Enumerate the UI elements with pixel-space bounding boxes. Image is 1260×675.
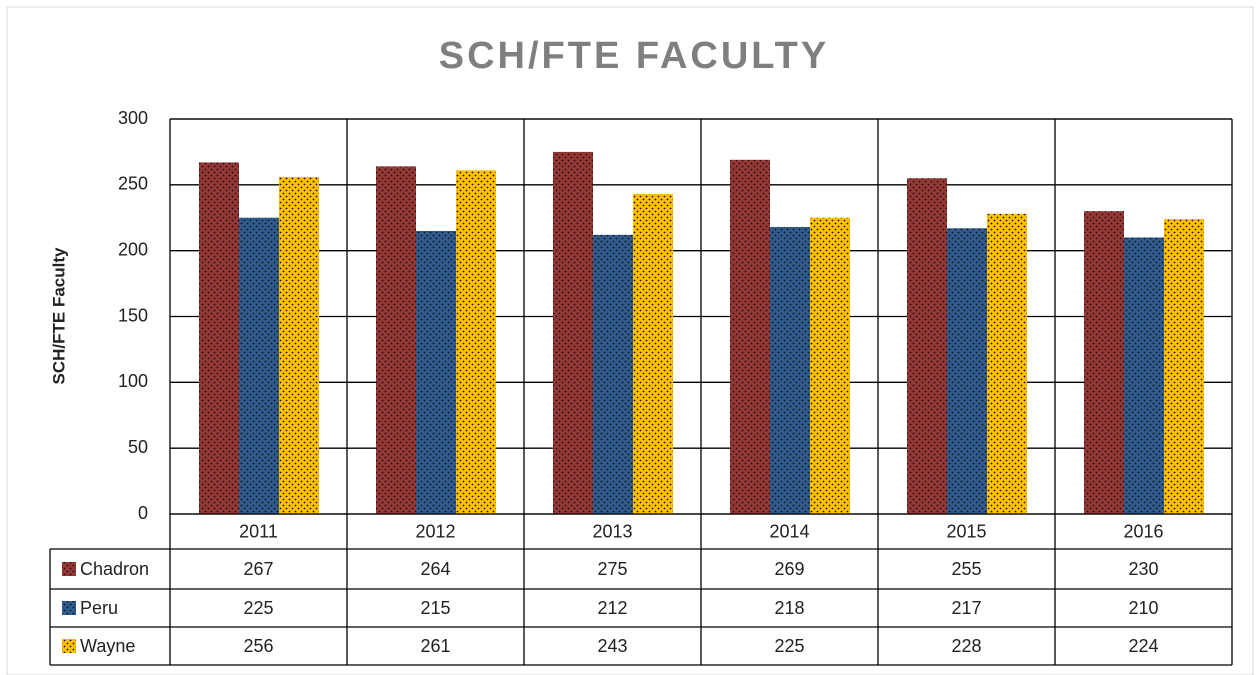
- x-tick-label: 2012: [415, 521, 455, 541]
- table-value: 269: [774, 559, 804, 579]
- table-value: 230: [1128, 559, 1158, 579]
- table-value: 228: [951, 636, 981, 656]
- bar: [456, 170, 496, 514]
- table-value: 256: [243, 636, 273, 656]
- table-value: 225: [243, 598, 273, 618]
- table-value: 224: [1128, 636, 1158, 656]
- bar: [1084, 211, 1124, 514]
- legend-key: [62, 601, 76, 615]
- bar: [199, 162, 239, 514]
- table-value: 215: [420, 598, 450, 618]
- bar: [239, 217, 279, 514]
- table-value: 225: [774, 636, 804, 656]
- table-value: 217: [951, 598, 981, 618]
- y-tick-label: 50: [128, 437, 148, 457]
- chart-title: SCH/FTE FACULTY: [439, 35, 830, 77]
- y-tick-label: 300: [118, 108, 148, 128]
- y-tick-label: 200: [118, 239, 148, 259]
- bar: [553, 151, 593, 514]
- bar: [907, 178, 947, 514]
- table-value: 261: [420, 636, 450, 656]
- bar: [416, 230, 456, 514]
- x-tick-label: 2011: [239, 521, 278, 541]
- table-value: 210: [1128, 598, 1158, 618]
- y-tick-label: 150: [118, 305, 148, 325]
- bar: [593, 234, 633, 514]
- bar: [987, 213, 1027, 515]
- table-value: 264: [420, 559, 450, 579]
- bar: [730, 159, 770, 515]
- legend-label: Wayne: [80, 636, 135, 656]
- table-value: 212: [597, 598, 627, 618]
- bar: [633, 194, 673, 515]
- table-value: 243: [597, 636, 627, 656]
- x-tick-label: 2013: [592, 521, 632, 541]
- bar: [1164, 219, 1204, 515]
- legend-label: Peru: [80, 598, 118, 618]
- table-value: 255: [951, 559, 981, 579]
- legend-key: [62, 562, 76, 576]
- table-value: 218: [774, 598, 804, 618]
- legend-key: [62, 639, 76, 653]
- x-tick-label: 2014: [769, 521, 809, 541]
- table-value: 267: [243, 559, 273, 579]
- bar: [810, 217, 850, 514]
- bar: [947, 228, 987, 515]
- bar: [770, 226, 810, 514]
- x-tick-label: 2016: [1123, 521, 1163, 541]
- bar: [279, 176, 319, 514]
- bar: [1124, 237, 1164, 514]
- y-tick-label: 0: [138, 503, 148, 523]
- y-tick-label: 100: [118, 371, 148, 391]
- y-axis-label: SCH/FTE Faculty: [49, 247, 68, 385]
- y-tick-label: 250: [118, 174, 148, 194]
- legend-label: Chadron: [80, 559, 149, 579]
- bar: [376, 166, 416, 514]
- table-value: 275: [597, 559, 627, 579]
- x-tick-label: 2015: [946, 521, 986, 541]
